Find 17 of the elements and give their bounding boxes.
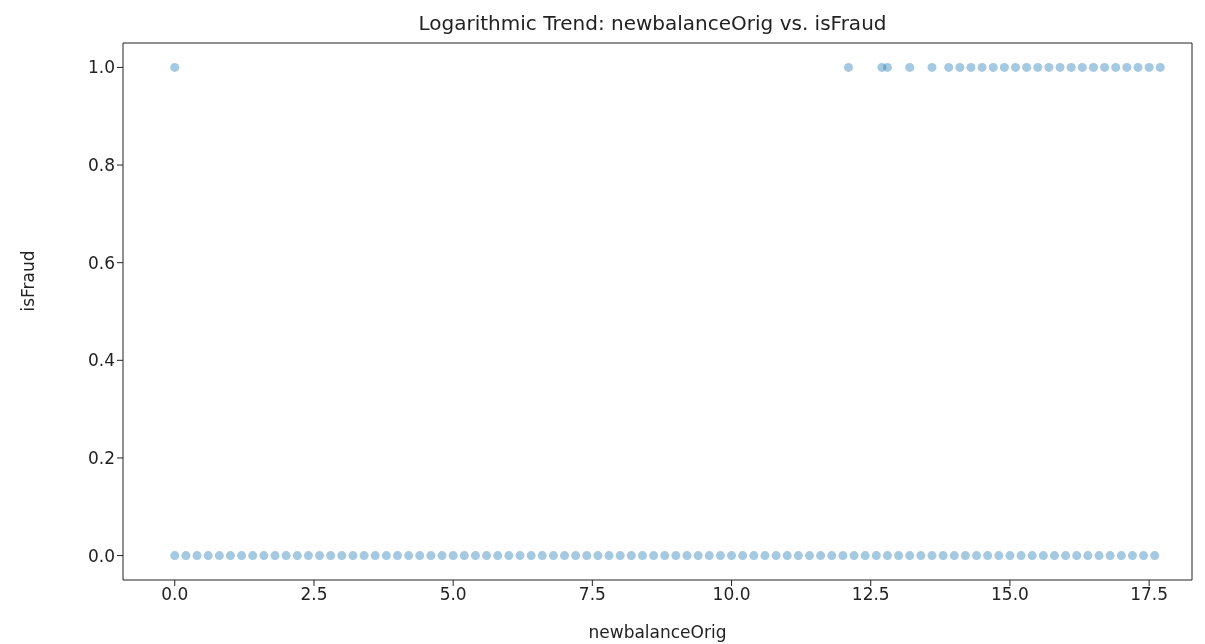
y-tick-label: 0.0 <box>87 545 115 566</box>
x-tick-label: 10.0 <box>712 584 751 605</box>
x-tick-label: 7.5 <box>578 584 606 605</box>
x-tick-label: 17.5 <box>1130 584 1169 605</box>
x-tick-label: 12.5 <box>851 584 890 605</box>
x-tick-label: 2.5 <box>300 584 328 605</box>
y-tick-label: 1.0 <box>87 57 115 78</box>
x-tick-label: 0.0 <box>161 584 189 605</box>
x-tick-label: 5.0 <box>439 584 467 605</box>
y-tick-label: 0.6 <box>87 252 115 273</box>
y-tick-label: 0.8 <box>87 155 115 176</box>
x-axis-title: newbalanceOrig <box>588 622 727 642</box>
x-tick-label: 15.0 <box>991 584 1029 605</box>
chart-title: Logarithmic Trend: newbalanceOrig vs. isFraud <box>417 10 888 37</box>
y-axis-title: isFraud <box>18 250 39 312</box>
y-tick-label: 0.2 <box>87 447 115 468</box>
y-tick-label: 0.4 <box>87 350 115 371</box>
